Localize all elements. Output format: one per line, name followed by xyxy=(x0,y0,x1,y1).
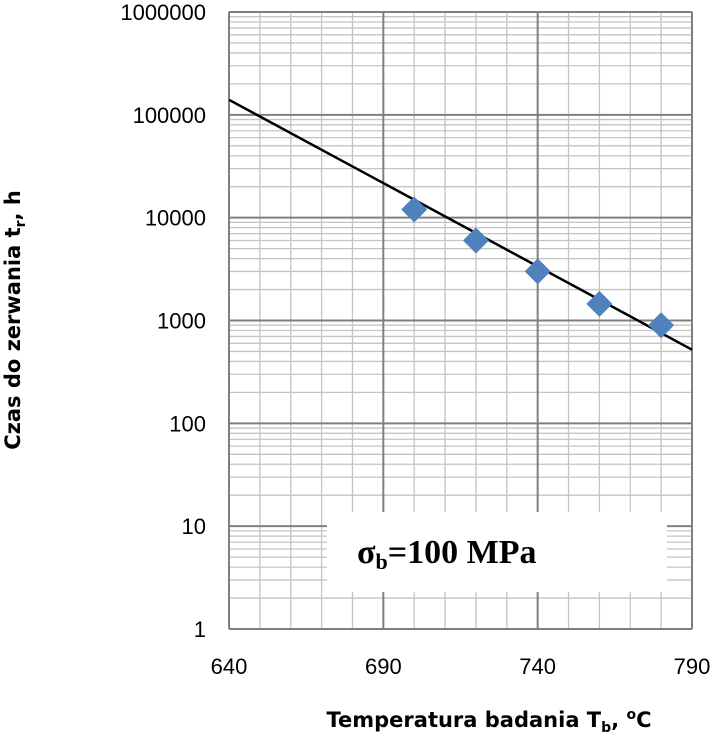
major-gridlines xyxy=(228,11,693,630)
data-point-marker xyxy=(648,312,675,339)
y-tick-label: 1000 xyxy=(157,309,206,334)
x-tick-labels: 640 690 740 790 xyxy=(211,654,711,679)
y-tick-label: 1000000 xyxy=(120,0,206,25)
data-point-marker xyxy=(462,227,489,254)
data-point-marker xyxy=(586,290,613,317)
data-markers xyxy=(401,196,675,339)
data-point-marker xyxy=(401,196,428,223)
x-axis-title: Temperatura badania Tb, oC xyxy=(326,707,651,736)
y-tick-label: 10000 xyxy=(145,206,206,231)
y-tick-label: 100 xyxy=(169,411,206,436)
y-axis-title: Czas do zerwania tr, h xyxy=(1,190,29,450)
y-tick-label: 1 xyxy=(194,617,206,642)
x-tick-label: 640 xyxy=(211,654,248,679)
y-tick-labels: 1 10 100 1000 10000 100000 1000000 xyxy=(120,0,206,642)
x-tick-label: 690 xyxy=(365,654,402,679)
y-tick-label: 100000 xyxy=(133,103,206,128)
y-tick-label: 10 xyxy=(182,514,206,539)
x-tick-label: 790 xyxy=(674,654,711,679)
trend-line xyxy=(228,98,693,351)
data-point-marker xyxy=(524,258,551,285)
annotation-box: σb=100 MPa xyxy=(327,512,667,592)
x-tick-label: 740 xyxy=(519,654,556,679)
annotation-label: σb=100 MPa xyxy=(357,534,536,574)
